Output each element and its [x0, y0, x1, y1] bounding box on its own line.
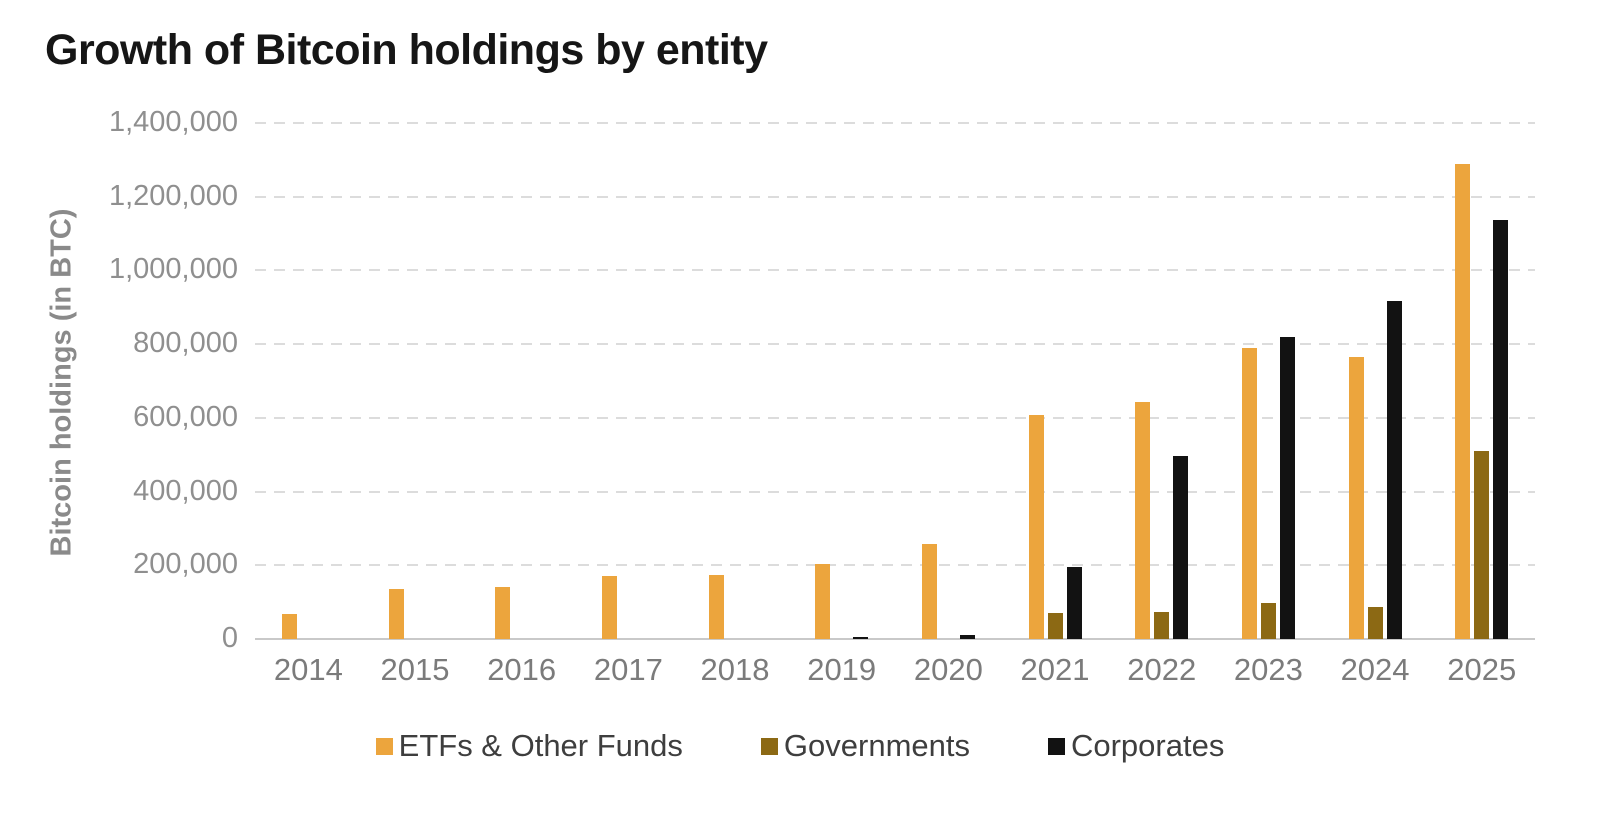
legend: ETFs & Other Funds Governments Corporates — [0, 728, 1600, 764]
y-tick-label: 1,400,000 — [108, 106, 238, 138]
bar-etfs-other-funds-2015 — [388, 589, 404, 639]
legend-label: Corporates — [1070, 728, 1225, 763]
x-tick-label-2022: 2022 — [1127, 652, 1197, 687]
legend-swatch-icon — [1047, 737, 1065, 755]
gridline — [255, 490, 1535, 493]
bar-group-2023 — [1215, 123, 1322, 639]
legend-swatch-icon — [375, 737, 393, 755]
y-tick-label: 400,000 — [133, 474, 238, 507]
bar-etfs-other-funds-2023 — [1241, 347, 1257, 639]
y-axis-title: Bitcoin holdings (in BTC) — [45, 208, 78, 557]
bar-corporates-2021 — [1066, 566, 1082, 639]
x-tick-label-2014: 2014 — [273, 652, 343, 687]
y-tick-label: 200,000 — [133, 548, 238, 581]
bar-group-2019 — [788, 123, 895, 639]
y-tick-label: 0 — [221, 622, 238, 654]
gridline — [255, 269, 1535, 272]
x-tick-label-2020: 2020 — [913, 652, 983, 687]
chart-title: Growth of Bitcoin holdings by entity — [45, 26, 768, 74]
legend-item-governments: Governments — [760, 728, 970, 764]
gridline — [255, 416, 1535, 419]
bar-governments-2024 — [1367, 606, 1383, 639]
bar-group-2018 — [682, 123, 789, 639]
bar-corporates-2020 — [959, 635, 975, 639]
bar-group-2021 — [1002, 123, 1109, 639]
y-tick-label: 1,200,000 — [108, 179, 238, 212]
bar-etfs-other-funds-2017 — [601, 576, 617, 639]
bar-corporates-2023 — [1279, 336, 1295, 639]
x-tick-label-2017: 2017 — [593, 652, 663, 687]
bar-governments-2022 — [1154, 611, 1170, 639]
gridline — [255, 564, 1535, 567]
gridline — [255, 343, 1535, 346]
bar-group-2017 — [575, 123, 682, 639]
bar-etfs-other-funds-2022 — [1135, 401, 1151, 639]
x-tick-label-2021: 2021 — [1020, 652, 1090, 687]
bar-group-2015 — [362, 123, 469, 639]
y-tick-label: 1,000,000 — [108, 253, 238, 286]
bar-corporates-2019 — [853, 637, 869, 639]
bar-etfs-other-funds-2020 — [921, 543, 937, 639]
x-tick-label-2019: 2019 — [807, 652, 877, 687]
gridline — [255, 122, 1535, 124]
bar-governments-2023 — [1260, 602, 1276, 639]
bar-groups — [255, 123, 1535, 639]
x-tick-label-2018: 2018 — [700, 652, 770, 687]
bar-group-2020 — [895, 123, 1002, 639]
bar-corporates-2024 — [1386, 300, 1402, 639]
x-axis-tick-labels: 2014 2015 2016 2017 2018 2019 2020 2021 2022 2023… — [255, 652, 1535, 688]
bar-group-2024 — [1322, 123, 1429, 639]
legend-label: ETFs & Other Funds — [398, 728, 683, 763]
bar-etfs-other-funds-2018 — [708, 574, 724, 639]
legend-item-etfs-other-funds: ETFs & Other Funds — [375, 728, 683, 764]
x-tick-label-2023: 2023 — [1233, 652, 1303, 687]
x-axis-line — [255, 638, 1535, 640]
bar-etfs-other-funds-2021 — [1028, 415, 1044, 639]
bar-governments-2025 — [1474, 450, 1490, 639]
bar-governments-2021 — [1047, 613, 1063, 639]
bar-etfs-other-funds-2014 — [281, 613, 297, 639]
bar-etfs-other-funds-2016 — [495, 587, 511, 639]
bar-corporates-2022 — [1173, 455, 1189, 639]
bar-corporates-2025 — [1493, 220, 1509, 639]
bar-group-2025 — [1428, 123, 1535, 639]
x-tick-label-2024: 2024 — [1340, 652, 1410, 687]
legend-swatch-icon — [760, 737, 778, 755]
bar-etfs-other-funds-2025 — [1455, 164, 1471, 639]
legend-item-corporates: Corporates — [1047, 728, 1225, 764]
legend-label: Governments — [783, 728, 970, 763]
x-tick-label-2016: 2016 — [487, 652, 557, 687]
x-tick-label-2025: 2025 — [1447, 652, 1517, 687]
y-tick-label: 800,000 — [133, 327, 238, 360]
bar-group-2016 — [468, 123, 575, 639]
x-tick-label-2015: 2015 — [380, 652, 450, 687]
bar-etfs-other-funds-2024 — [1348, 356, 1364, 639]
bar-etfs-other-funds-2019 — [815, 564, 831, 639]
y-tick-label: 600,000 — [133, 400, 238, 433]
bar-group-2022 — [1108, 123, 1215, 639]
gridline — [255, 195, 1535, 198]
bar-group-2014 — [255, 123, 362, 639]
plot-area — [255, 122, 1535, 640]
